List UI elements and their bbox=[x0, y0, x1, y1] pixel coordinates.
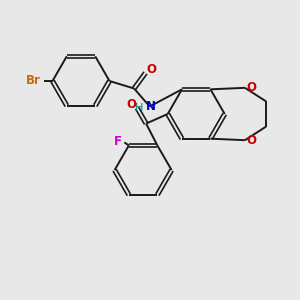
Text: F: F bbox=[114, 135, 122, 148]
Text: H: H bbox=[135, 103, 143, 113]
Text: O: O bbox=[146, 63, 156, 76]
Text: N: N bbox=[146, 100, 156, 113]
Text: Br: Br bbox=[26, 74, 41, 88]
Text: O: O bbox=[247, 81, 256, 94]
Text: O: O bbox=[247, 134, 256, 147]
Text: O: O bbox=[127, 98, 137, 111]
